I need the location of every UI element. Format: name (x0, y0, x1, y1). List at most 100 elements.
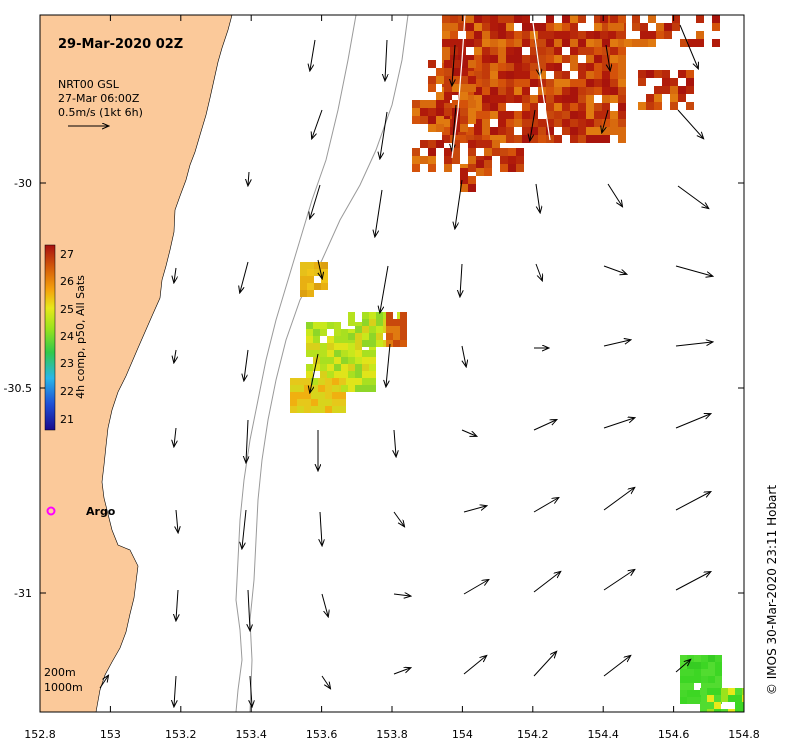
sst-pixel (701, 655, 708, 662)
sst-pixel (610, 47, 618, 55)
current-vector-arrow (675, 572, 710, 591)
x-tick-label: 154.6 (658, 728, 690, 741)
sst-pixel (712, 23, 720, 31)
sst-pixel (484, 168, 492, 176)
sst-pixel (442, 39, 450, 47)
sst-pixel (602, 55, 610, 63)
sst-pixel (290, 399, 297, 406)
sst-pixel (554, 87, 562, 95)
sst-pixel (348, 357, 355, 364)
sst-pixel (320, 371, 327, 378)
sst-pixel (578, 87, 586, 95)
sst-pixel (490, 135, 498, 143)
sst-pixel (400, 312, 407, 319)
sst-pixel (369, 319, 376, 326)
sst-pixel (662, 78, 670, 86)
sst-pixel (452, 100, 460, 108)
sst-pixel (618, 63, 626, 71)
sst-pixel (562, 15, 570, 23)
sst-pixel (530, 47, 538, 55)
sst-pixel (339, 392, 346, 399)
sst-pixel (638, 70, 646, 78)
sst-pixel (452, 76, 460, 84)
sst-pixel (436, 124, 444, 132)
sst-pixel (570, 63, 578, 71)
sst-pixel (686, 86, 694, 94)
sst-pixel (428, 148, 436, 156)
sst-pixel (546, 31, 554, 39)
sst-pixel (586, 135, 594, 143)
sst-pixel (400, 326, 407, 333)
current-vector-arrow (248, 171, 249, 185)
sst-pixel (686, 102, 694, 110)
sst-pixel (586, 71, 594, 79)
sst-pixel (640, 31, 648, 39)
sst-pixel (700, 709, 707, 712)
current-vector-field (99, 24, 712, 706)
sst-pixel (452, 68, 460, 76)
current-vector-arrow (321, 593, 328, 616)
sst-pixel (670, 102, 678, 110)
sst-pixel (610, 111, 618, 119)
sst-pixel (646, 102, 654, 110)
sst-pixel (376, 319, 383, 326)
sst-pixel (570, 135, 578, 143)
sst-pixel (452, 84, 460, 92)
sst-pixel (450, 39, 458, 47)
sst-pixel (442, 103, 450, 111)
argo-marker-icon[interactable] (46, 506, 56, 516)
sst-pixel (701, 669, 708, 676)
sst-pixel (297, 378, 304, 385)
sst-pixel (476, 168, 484, 176)
x-tick-label: 154.8 (728, 728, 760, 741)
sst-pixel (514, 111, 522, 119)
sst-pixel (562, 95, 570, 103)
sst-pixel (656, 23, 664, 31)
sst-pixel (428, 156, 436, 164)
sst-pixel (578, 39, 586, 47)
sst-pixel (530, 71, 538, 79)
sst-pixel (490, 55, 498, 63)
sst-pixel (313, 350, 320, 357)
sst-pixel (452, 108, 460, 116)
sst-pixel (728, 709, 735, 712)
sst-pixel (562, 31, 570, 39)
sst-pixel (400, 333, 407, 340)
isobath-200m (235, 15, 357, 712)
sst-pixel (602, 79, 610, 87)
sst-pixel (594, 71, 602, 79)
sst-pixel (466, 127, 474, 135)
sst-pixel (687, 683, 694, 690)
sst-pixel (616, 31, 624, 39)
current-vector-arrow (462, 345, 466, 366)
sst-pixel (538, 87, 546, 95)
sst-pixel (321, 283, 328, 290)
sst-pixel (554, 95, 562, 103)
sst-pixel (300, 276, 307, 283)
sst-pixel (460, 100, 468, 108)
sst-pixel (602, 39, 610, 47)
sst-pixel (460, 84, 468, 92)
sst-pixel (498, 55, 506, 63)
isobath-legend-200m: 200m (44, 666, 76, 679)
sst-pixel (602, 135, 610, 143)
sst-pixel (498, 39, 506, 47)
sst-pixel (686, 70, 694, 78)
sst-pixel (474, 79, 482, 87)
sst-pixel (715, 669, 722, 676)
sst-pixel (436, 116, 444, 124)
sst-pixel (460, 116, 468, 124)
sst-pixel (586, 31, 594, 39)
sst-pixel (618, 55, 626, 63)
sst-pixel (546, 111, 554, 119)
sst-pixel (618, 95, 626, 103)
sst-pixel (516, 164, 524, 172)
sst-pixel (538, 47, 546, 55)
sst-pixel (490, 103, 498, 111)
current-vector-arrow (602, 109, 609, 132)
x-tick-label: 153.2 (165, 728, 197, 741)
sst-pixel (498, 63, 506, 71)
sst-pixel (482, 95, 490, 103)
sst-pixel (362, 340, 369, 347)
sst-pixel (332, 392, 339, 399)
